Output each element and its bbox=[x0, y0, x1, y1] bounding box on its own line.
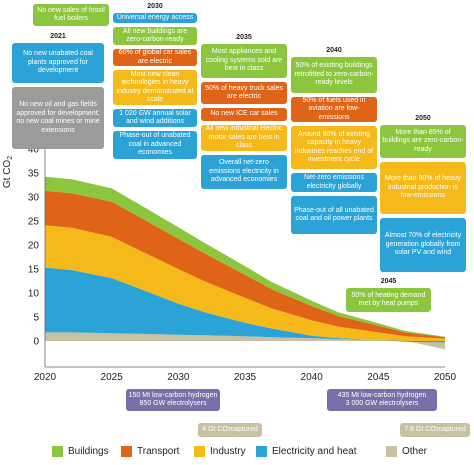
bottom-note: 4 Gt CO 2 captured bbox=[198, 423, 262, 437]
milestone-box: Overall net-zero emissions electricity i… bbox=[201, 155, 287, 189]
milestone-year-2021: 2021 bbox=[50, 33, 66, 40]
legend-item-transport: Transport bbox=[121, 446, 179, 457]
milestone-box: All new buildings are zero-carbon-ready bbox=[113, 27, 197, 45]
note-subscript: 2 bbox=[227, 426, 231, 433]
note-text: 7.6 Gt CO bbox=[404, 425, 436, 433]
legend: Buildings Transport Industry Electricity an… bbox=[0, 444, 474, 462]
milestone-box: 50% of heavy truck sales are electric bbox=[201, 82, 287, 104]
area-electricity-and-heat bbox=[45, 267, 445, 343]
legend-label: Industry bbox=[210, 446, 246, 457]
legend-item-buildings: Buildings bbox=[52, 446, 109, 457]
y-tick-label: 35 bbox=[28, 169, 40, 180]
area-buildings bbox=[45, 176, 445, 338]
milestone-box: 60% of global car sales are electric bbox=[113, 49, 197, 66]
x-tick-label: 2040 bbox=[301, 372, 324, 383]
note-subscript: 2 bbox=[435, 426, 439, 433]
y-tick-label: 20 bbox=[28, 241, 40, 252]
milestone-year-2045: 2045 bbox=[380, 278, 397, 285]
legend-label: Buildings bbox=[68, 446, 109, 457]
milestone-year-2030: 2030 bbox=[147, 3, 163, 10]
legend-swatch bbox=[256, 446, 267, 457]
y-axis-label: Gt CO2 bbox=[2, 156, 14, 188]
area-industry bbox=[45, 225, 445, 341]
x-tick-label: 2020 bbox=[34, 372, 57, 383]
milestone-box: Almost 70% of electricity generation glo… bbox=[380, 218, 466, 272]
legend-swatch bbox=[194, 446, 205, 457]
note-text: 4 Gt CO bbox=[202, 425, 228, 433]
milestone-box: 1 020 GW annual solar and wind additions bbox=[113, 109, 197, 127]
bottom-note: 7.6 Gt CO 2 captured bbox=[400, 423, 470, 437]
legend-item-other: Other bbox=[386, 446, 427, 457]
area-other bbox=[45, 332, 445, 350]
y-tick-label: 40 bbox=[28, 145, 40, 156]
y-tick-label: 15 bbox=[28, 265, 40, 276]
milestone-box: Universal energy access bbox=[113, 13, 197, 23]
milestone-box: 50% of fuels used in aviation are low-em… bbox=[291, 97, 377, 122]
y-tick-label: 10 bbox=[28, 289, 40, 300]
milestone-box: 50% of heating demand met by heat pumps bbox=[346, 288, 431, 312]
milestone-box: Most appliances and cooling systems sold… bbox=[201, 44, 287, 78]
milestone-box: More than 85% of buildings are zero-carb… bbox=[380, 125, 466, 158]
milestone-box: Phase-out of all unabated coal and oil p… bbox=[291, 196, 377, 234]
stacked-areas bbox=[45, 176, 445, 350]
bottom-note: 435 Mt low-carbon hydrogen 3 000 GW elec… bbox=[327, 389, 437, 411]
milestone-box: Net-zero emissions electricity globally bbox=[291, 173, 377, 192]
note-text-after: captured bbox=[230, 425, 258, 433]
milestone-box: No new oil and gas fields approved for d… bbox=[12, 87, 104, 149]
x-tick-label: 2035 bbox=[234, 372, 257, 383]
milestone-year-2035: 2035 bbox=[236, 34, 252, 41]
y-tick-label: 25 bbox=[28, 217, 40, 228]
legend-swatch bbox=[121, 446, 132, 457]
legend-item-electricity-and-heat: Electricity and heat bbox=[256, 446, 357, 457]
milestone-year-2025: 2025 bbox=[33, 0, 109, 1]
milestone-year-2040: 2040 bbox=[326, 47, 342, 54]
milestone-box: 50% of existing buildings retrofitted to… bbox=[291, 57, 377, 93]
legend-label: Transport bbox=[137, 446, 180, 457]
y-tick-label: 0 bbox=[33, 337, 39, 348]
milestone-box: More than 90% of heavy industrial produc… bbox=[380, 162, 466, 214]
x-tick-label: 2050 bbox=[434, 372, 457, 383]
milestone-box: All new industrial electric motor sales … bbox=[201, 125, 287, 151]
milestone-box: Around 90% of existing capacity in heavy… bbox=[291, 126, 377, 169]
milestone-box: Phase-out of unabated coal in advanced e… bbox=[113, 131, 197, 159]
axes: 2020 2025 2030 2035 2040 2045 2050051015202530… bbox=[28, 145, 457, 384]
bottom-note: 150 Mt low-carbon hydrogen 850 GW electr… bbox=[126, 389, 220, 411]
x-tick-label: 2025 bbox=[101, 372, 124, 383]
legend-item-industry: Industry bbox=[194, 446, 246, 457]
milestone-box: No new ICE car sales bbox=[201, 108, 287, 121]
legend-label: Electricity and heat bbox=[272, 446, 357, 457]
legend-label: Other bbox=[402, 446, 428, 457]
milestone-box: No new sales of fossil fuel boilers bbox=[33, 4, 109, 26]
note-text-after: captured bbox=[438, 425, 466, 433]
area-transport bbox=[45, 190, 445, 339]
x-tick-label: 2045 bbox=[367, 372, 390, 383]
y-tick-label: 5 bbox=[33, 313, 39, 324]
legend-swatch bbox=[386, 446, 397, 457]
legend-swatch bbox=[52, 446, 63, 457]
milestone-box: No new unabated coal plants approved for… bbox=[12, 43, 104, 83]
x-tick-label: 2030 bbox=[167, 372, 190, 383]
milestone-year-2050: 2050 bbox=[415, 115, 431, 122]
milestone-box: Most new clean technologies in heavy ind… bbox=[113, 70, 197, 105]
y-tick-label: 30 bbox=[28, 193, 40, 204]
